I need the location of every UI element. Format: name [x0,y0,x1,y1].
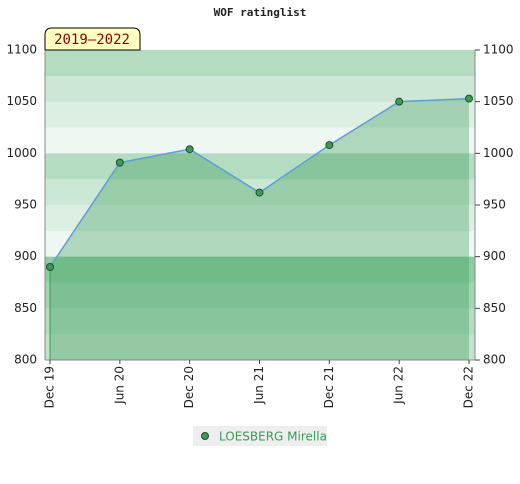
band [45,127,475,154]
y-tick-label: 900 [14,249,37,263]
x-tick-label: Dec 19 [43,366,57,408]
y-tick-label: 800 [14,353,37,367]
band [45,230,475,258]
y-tick-label: 1050 [6,94,37,108]
x-tick-label: Jun 22 [392,366,406,405]
band [45,334,475,361]
band [45,308,475,335]
legend-box [193,426,327,446]
point [115,158,124,167]
band [45,256,475,283]
y2-tick-label: 850 [483,301,506,315]
x-tick-label: Jun 20 [112,366,126,405]
y-tick-label: 950 [14,198,37,212]
x-tick-label: Jun 21 [252,366,266,405]
point [46,263,54,271]
y-tick-label: 1000 [6,146,37,160]
x-tick-label: Dec 21 [322,366,336,408]
point [325,141,334,150]
y2-tick-label: 950 [483,198,506,212]
y2-tick-label: 900 [483,249,506,263]
x-tick-label: Dec 22 [462,366,476,408]
point [465,94,473,103]
y-tick-label: 1100 [6,43,37,57]
y2-tick-label: 800 [483,353,506,367]
point [255,188,264,197]
legend-marker [201,432,209,440]
chart-title: WOF ratinglist [214,6,307,19]
point [185,145,194,154]
band [45,75,475,103]
band [45,205,475,232]
area [50,98,469,361]
x-tick-label: Dec 20 [182,366,196,408]
y2-tick-label: 1100 [483,43,514,57]
badge: 2019–2022 [54,32,130,48]
y2-tick-label: 1050 [483,94,514,108]
band [45,101,475,128]
y2-tick-label: 1000 [483,146,514,160]
band [45,282,475,309]
badge-box [44,27,141,51]
y-tick-label: 850 [14,301,37,315]
band [45,50,475,77]
legend-label: LOESBERG Mirella [219,430,327,444]
point [395,97,404,106]
